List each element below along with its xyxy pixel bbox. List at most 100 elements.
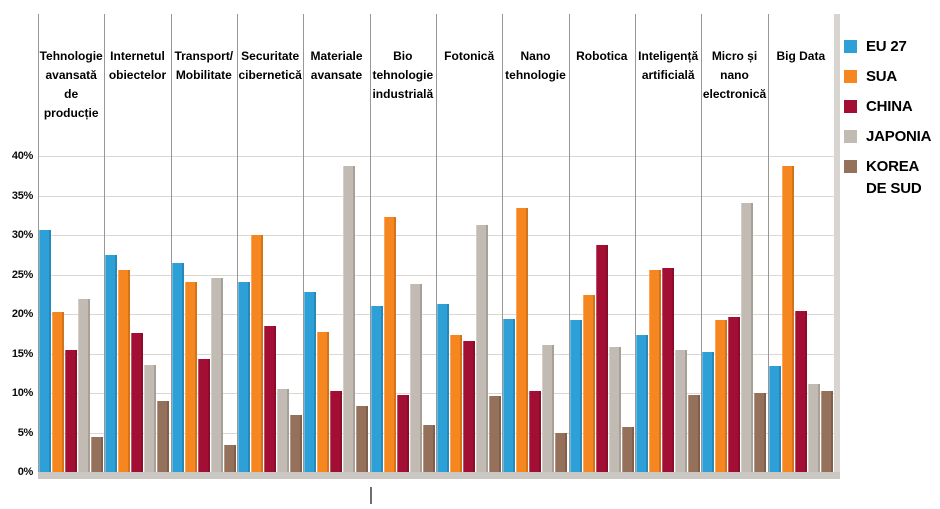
bar-group — [370, 156, 435, 472]
category-header: Inteligență artificială — [638, 49, 699, 82]
bar-group — [171, 156, 236, 472]
bar-japonia — [476, 224, 489, 472]
legend-label: SUA — [866, 68, 898, 85]
baseline-strip — [38, 472, 840, 479]
y-axis-tick-label: 15% — [11, 347, 33, 360]
bar-eu-27 — [636, 335, 649, 472]
bar-eu-27 — [702, 351, 715, 472]
column-divider — [38, 14, 39, 472]
bar-eu-27 — [569, 320, 582, 472]
bar-japonia — [343, 166, 356, 472]
bar-china — [131, 333, 144, 472]
bar-china — [794, 310, 807, 472]
bar-group — [437, 156, 502, 472]
bar-japonia — [277, 389, 290, 472]
bar-group — [636, 156, 701, 472]
bar-korea-de-sud — [91, 437, 104, 472]
bar-korea-de-sud — [157, 400, 170, 472]
bar-sua — [450, 335, 463, 472]
bar-sua — [383, 216, 396, 472]
legend-label: CHINA — [866, 98, 913, 115]
y-axis-tick-label: 10% — [11, 387, 33, 399]
column-divider — [303, 14, 305, 472]
bar-eu-27 — [370, 306, 383, 472]
legend-swatch — [844, 100, 857, 113]
category-header: Big Data — [776, 49, 826, 63]
axis-tick-mark — [370, 487, 372, 504]
legend-label: EU 27 — [866, 38, 907, 55]
bar-korea-de-sud — [356, 405, 369, 472]
bar-korea-de-sud — [489, 396, 502, 472]
legend-item-korea-de-sud: KOREA DE SUD — [844, 156, 939, 200]
legend-swatch — [844, 70, 857, 83]
category-header: Internetul obiectelor — [108, 49, 167, 82]
column-divider — [369, 14, 371, 472]
bar-china — [728, 317, 741, 472]
bar-japonia — [409, 284, 422, 472]
category-header: Nano tehnologie — [505, 49, 566, 82]
bar-japonia — [210, 277, 223, 472]
bar-japonia — [144, 365, 157, 472]
legend-swatch — [844, 160, 857, 173]
bar-japonia — [542, 344, 555, 472]
bar-japonia — [807, 383, 820, 472]
bar-japonia — [675, 349, 688, 472]
plot-right-edge — [834, 14, 840, 472]
bar-group — [39, 156, 104, 472]
y-axis-tick-label: 0% — [17, 466, 34, 478]
bar-group — [768, 156, 833, 472]
bar-korea-de-sud — [621, 427, 634, 472]
bar-korea-de-sud — [555, 433, 568, 472]
column-divider — [237, 14, 238, 472]
legend-swatch — [844, 130, 857, 143]
bar-korea-de-sud — [754, 393, 767, 472]
bar-sua — [52, 312, 65, 472]
column-divider — [635, 14, 636, 472]
bar-sua — [715, 319, 728, 472]
bar-korea-de-sud — [820, 390, 833, 472]
bar-sua — [781, 165, 794, 472]
bar-china — [595, 244, 608, 472]
bar-china — [662, 268, 675, 472]
bar-china — [529, 390, 542, 472]
category-header: Securitate cibernetică — [238, 49, 302, 82]
category-header: Bio tehnologie industrială — [372, 49, 434, 101]
bar-china — [463, 340, 476, 472]
bar-eu-27 — [304, 291, 317, 472]
column-divider — [436, 14, 437, 472]
y-axis-tick-label: 30% — [11, 229, 33, 241]
y-axis-tick-label: 35% — [11, 189, 33, 202]
bar-eu-27 — [238, 282, 251, 472]
bar-sua — [184, 282, 197, 472]
bar-eu-27 — [39, 230, 52, 472]
bar-japonia — [608, 347, 621, 472]
bar-korea-de-sud — [223, 445, 236, 472]
category-header: Micro și nano electronică — [702, 49, 767, 101]
bar-china — [197, 359, 210, 472]
bar-korea-de-sud — [688, 395, 701, 472]
legend-item-eu-27: EU 27 — [844, 36, 939, 58]
bar-china — [330, 390, 343, 472]
bar-china — [264, 325, 277, 472]
legend-item-japonia: JAPONIA — [844, 126, 939, 148]
bar-japonia — [741, 203, 754, 472]
column-divider — [502, 14, 504, 472]
bar-group — [304, 156, 369, 472]
category-header: Tehnologie avansată de producție — [39, 49, 103, 120]
bar-eu-27 — [105, 254, 118, 472]
bar-sua — [516, 208, 529, 472]
category-header: Fotonică — [444, 49, 495, 63]
bar-group — [569, 156, 634, 472]
legend-label: JAPONIA — [866, 128, 932, 145]
legend-label: KOREA DE SUD — [866, 158, 922, 197]
legend-swatch — [844, 40, 857, 53]
bar-group — [238, 156, 303, 472]
bar-group — [702, 156, 767, 472]
bar-china — [65, 350, 78, 472]
bar-eu-27 — [503, 318, 516, 472]
bar-group — [105, 156, 170, 472]
column-divider — [104, 14, 106, 472]
column-divider — [701, 14, 703, 472]
legend: EU 27 SUA CHINA JAPONIA KOREA DE SUD — [844, 36, 939, 200]
